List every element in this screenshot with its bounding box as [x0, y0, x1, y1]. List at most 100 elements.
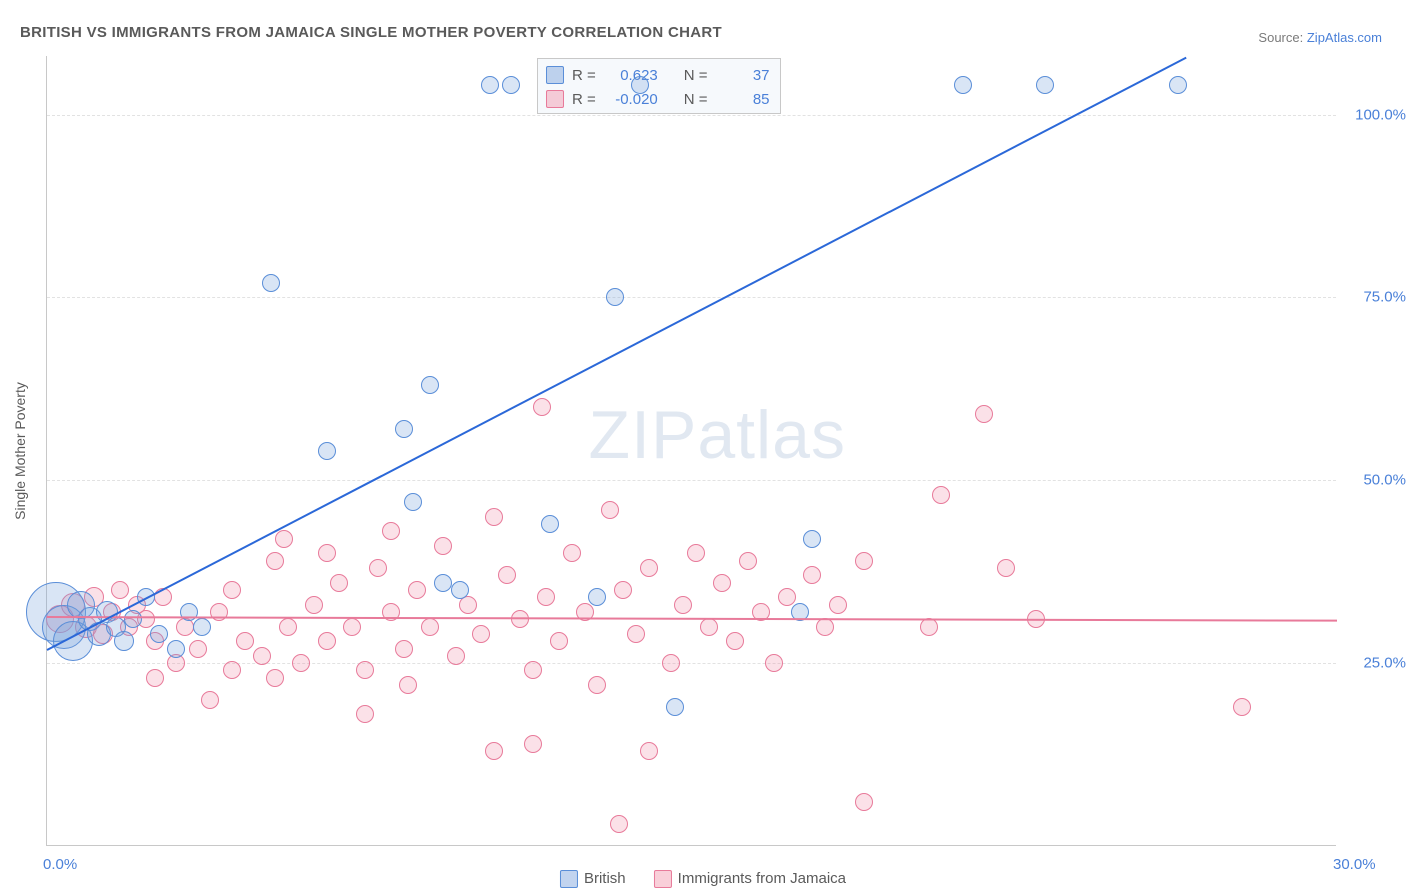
- data-point: [343, 618, 361, 636]
- stat-n-value: 37: [716, 67, 770, 84]
- stat-r-value: -0.020: [604, 91, 658, 108]
- stats-row-pink: R = -0.020 N = 85: [546, 87, 770, 111]
- legend-label: Immigrants from Jamaica: [678, 870, 846, 887]
- y-tick-label: 100.0%: [1346, 106, 1406, 123]
- data-point: [975, 405, 993, 423]
- data-point: [266, 552, 284, 570]
- data-point: [481, 76, 499, 94]
- square-icon: [546, 90, 564, 108]
- data-point: [498, 566, 516, 584]
- data-point: [524, 735, 542, 753]
- data-point: [318, 442, 336, 460]
- data-point: [541, 515, 559, 533]
- data-point: [292, 654, 310, 672]
- data-point: [537, 588, 555, 606]
- data-point: [434, 574, 452, 592]
- data-point: [550, 632, 568, 650]
- data-point: [601, 501, 619, 519]
- data-point: [674, 596, 692, 614]
- square-icon: [654, 870, 672, 888]
- data-point: [1169, 76, 1187, 94]
- source-link[interactable]: ZipAtlas.com: [1307, 30, 1382, 45]
- source-label: Source:: [1258, 30, 1303, 45]
- trendline-pink: [47, 616, 1337, 622]
- data-point: [700, 618, 718, 636]
- data-point: [631, 76, 649, 94]
- x-tick-label: 0.0%: [43, 856, 77, 873]
- gridline: [47, 297, 1336, 298]
- data-point: [765, 654, 783, 672]
- plot-wrap: Single Mother Poverty ZIPatlas R = 0.623…: [46, 56, 1336, 846]
- data-point: [114, 631, 134, 651]
- square-icon: [560, 870, 578, 888]
- legend-item-pink: Immigrants from Jamaica: [654, 870, 846, 888]
- y-tick-label: 75.0%: [1346, 289, 1406, 306]
- data-point: [502, 76, 520, 94]
- stat-r-label: R =: [572, 91, 596, 108]
- data-point: [253, 647, 271, 665]
- data-point: [640, 742, 658, 760]
- data-point: [404, 493, 422, 511]
- data-point: [855, 552, 873, 570]
- data-point: [588, 676, 606, 694]
- y-axis-label: Single Mother Poverty: [12, 382, 28, 520]
- data-point: [713, 574, 731, 592]
- stat-r-value: 0.623: [604, 67, 658, 84]
- data-point: [472, 625, 490, 643]
- data-point: [932, 486, 950, 504]
- data-point: [627, 625, 645, 643]
- data-point: [1233, 698, 1251, 716]
- data-point: [223, 581, 241, 599]
- data-point: [262, 274, 280, 292]
- data-point: [816, 618, 834, 636]
- data-point: [189, 640, 207, 658]
- y-tick-label: 25.0%: [1346, 655, 1406, 672]
- data-point: [382, 522, 400, 540]
- source-credit: Source: ZipAtlas.com: [1258, 30, 1382, 45]
- data-point: [640, 559, 658, 577]
- data-point: [369, 559, 387, 577]
- data-point: [318, 544, 336, 562]
- data-point: [954, 76, 972, 94]
- data-point: [356, 705, 374, 723]
- data-point: [997, 559, 1015, 577]
- stat-r-label: R =: [572, 67, 596, 84]
- data-point: [614, 581, 632, 599]
- legend-label: British: [584, 870, 626, 887]
- gridline: [47, 663, 1336, 664]
- data-point: [330, 574, 348, 592]
- data-point: [803, 566, 821, 584]
- gridline: [47, 115, 1336, 116]
- y-tick-label: 50.0%: [1346, 472, 1406, 489]
- square-icon: [546, 66, 564, 84]
- data-point: [726, 632, 744, 650]
- data-point: [266, 669, 284, 687]
- data-point: [434, 537, 452, 555]
- data-point: [451, 581, 469, 599]
- data-point: [193, 618, 211, 636]
- data-point: [395, 420, 413, 438]
- data-point: [223, 661, 241, 679]
- data-point: [279, 618, 297, 636]
- data-point: [1036, 76, 1054, 94]
- data-point: [305, 596, 323, 614]
- data-point: [356, 661, 374, 679]
- data-point: [111, 581, 129, 599]
- data-point: [829, 596, 847, 614]
- stats-row-blue: R = 0.623 N = 37: [546, 63, 770, 87]
- data-point: [662, 654, 680, 672]
- watermark: ZIPatlas: [589, 396, 846, 474]
- stat-n-label: N =: [684, 91, 708, 108]
- data-point: [563, 544, 581, 562]
- data-point: [421, 376, 439, 394]
- legend-item-blue: British: [560, 870, 626, 888]
- data-point: [778, 588, 796, 606]
- plot-area: ZIPatlas R = 0.623 N = 37 R = -0.020 N =…: [46, 56, 1336, 846]
- data-point: [236, 632, 254, 650]
- data-point: [803, 530, 821, 548]
- trendline-blue: [47, 56, 1187, 650]
- data-point: [124, 610, 142, 628]
- data-point: [610, 815, 628, 833]
- data-point: [588, 588, 606, 606]
- data-point: [485, 508, 503, 526]
